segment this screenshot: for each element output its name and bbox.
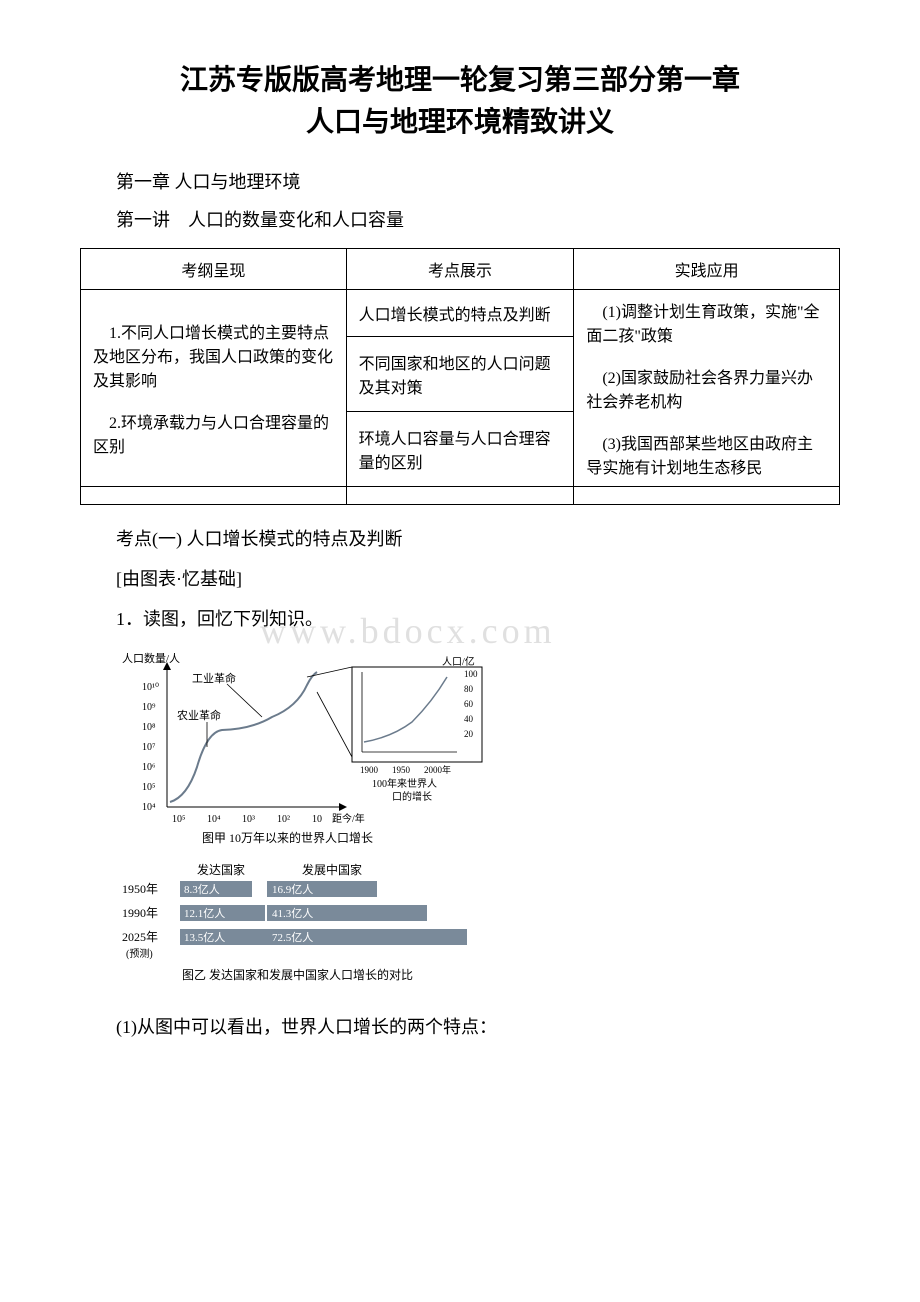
inset-y-tick: 100 bbox=[464, 669, 478, 679]
header-developing: 发展中国家 bbox=[302, 862, 362, 877]
chart-yi-svg: 发达国家 发展中国家 1950年 8.3亿人 16.9亿人 1990年 12.1… bbox=[112, 859, 532, 999]
year-label: 1990年 bbox=[122, 906, 158, 920]
year-label: 1950年 bbox=[122, 882, 158, 896]
title-line-1: 江苏专版版高考地理一轮复习第三部分第一章 bbox=[180, 65, 740, 96]
annotation-industrial: 工业革命 bbox=[192, 671, 236, 685]
y-tick: 10⁷ bbox=[142, 742, 156, 753]
paragraph-1: (1)从图中可以看出，世界人口增长的两个特点： bbox=[80, 1013, 840, 1039]
header-col-1: 考纲呈现 bbox=[81, 249, 347, 290]
y-tick: 10¹⁰ bbox=[142, 682, 159, 693]
bar-label: 16.9亿人 bbox=[272, 883, 313, 896]
x-axis-label: 距今/年 bbox=[332, 812, 365, 825]
application-cell: (1)调整计划生育政策，实施"全面二孩"政策 (2)国家鼓励社会各界力量兴办社会… bbox=[574, 290, 840, 487]
inset-chart bbox=[352, 667, 482, 762]
x-tick: 10³ bbox=[242, 814, 255, 825]
y-tick: 10⁶ bbox=[142, 762, 156, 773]
inset-y-label: 人口/亿 bbox=[442, 655, 475, 668]
question-prompt: 1．读图，回忆下列知识。 bbox=[80, 605, 840, 631]
inset-curve bbox=[364, 677, 447, 742]
x-tick: 10 bbox=[312, 814, 322, 825]
bar-label: 41.3亿人 bbox=[272, 907, 313, 920]
figure-yi-caption: 图乙 发达国家和发展中国家人口增长的对比 bbox=[182, 967, 413, 982]
y-tick: 10⁸ bbox=[142, 722, 156, 733]
outline-table: 考纲呈现 考点展示 实践应用 1.不同人口增长模式的主要特点及地区分布，我国人口… bbox=[80, 248, 840, 505]
bar-label: 72.5亿人 bbox=[272, 931, 313, 944]
title-line-2: 人口与地理环境精致讲义 bbox=[306, 107, 614, 138]
bar-label: 8.3亿人 bbox=[184, 883, 220, 896]
inset-caption-2: 口的增长 bbox=[392, 790, 432, 803]
syllabus-cell: 1.不同人口增长模式的主要特点及地区分布，我国人口政策的变化及其影响 2.环境承… bbox=[81, 290, 347, 487]
inset-caption-1: 100年来世界人 bbox=[372, 777, 437, 790]
forecast-note: (预测) bbox=[126, 947, 153, 960]
table-header-row: 考纲呈现 考点展示 实践应用 bbox=[81, 249, 840, 290]
topic-cell-3: 环境人口容量与人口合理容量的区别 bbox=[346, 412, 574, 487]
y-tick: 10⁹ bbox=[142, 702, 156, 713]
x-tick: 10⁴ bbox=[207, 814, 221, 825]
topic-cell-2: 不同国家和地区的人口问题及其对策 bbox=[346, 337, 574, 412]
topic-cell-1: 人口增长模式的特点及判断 bbox=[346, 290, 574, 337]
chapter-heading: 第一章 人口与地理环境 bbox=[80, 168, 840, 194]
header-col-2: 考点展示 bbox=[346, 249, 574, 290]
annotation-agricultural: 农业革命 bbox=[177, 708, 221, 722]
x-tick: 10² bbox=[277, 814, 290, 825]
growth-curve bbox=[170, 672, 317, 802]
inset-y-tick: 40 bbox=[464, 714, 474, 724]
inset-x-tick: 1900 bbox=[360, 765, 379, 775]
inset-y-tick: 60 bbox=[464, 699, 474, 709]
y-axis-label: 人口数量/人 bbox=[122, 652, 180, 665]
section-heading: 第一讲 人口的数量变化和人口容量 bbox=[80, 206, 840, 232]
chart-jia-svg: 人口数量/人 10⁴ 10⁵ 10⁶ 10⁷ 10⁸ 10⁹ 10¹⁰ 10⁵ … bbox=[112, 647, 512, 847]
header-col-3: 实践应用 bbox=[574, 249, 840, 290]
sub-section-heading: [由图表·忆基础] bbox=[80, 565, 840, 591]
exam-point-heading: 考点(一) 人口增长模式的特点及判断 bbox=[80, 525, 840, 551]
table-row-spacer bbox=[81, 487, 840, 505]
y-tick: 10⁵ bbox=[142, 782, 156, 793]
inset-y-tick: 20 bbox=[464, 729, 474, 739]
figure-yi: 发达国家 发展中国家 1950年 8.3亿人 16.9亿人 1990年 12.1… bbox=[112, 859, 840, 999]
page-main-title: 江苏专版版高考地理一轮复习第三部分第一章 人口与地理环境精致讲义 bbox=[80, 60, 840, 144]
inset-x-tick: 1950 bbox=[392, 765, 411, 775]
x-tick: 10⁵ bbox=[172, 814, 186, 825]
header-developed: 发达国家 bbox=[197, 862, 245, 877]
figure-jia-caption: 图甲 10万年以来的世界人口增长 bbox=[202, 830, 373, 845]
inset-x-tick: 2000年 bbox=[424, 764, 451, 775]
y-tick: 10⁴ bbox=[142, 802, 156, 813]
year-label: 2025年 bbox=[122, 930, 158, 944]
bar-label: 12.1亿人 bbox=[184, 907, 225, 920]
inset-y-tick: 80 bbox=[464, 684, 474, 694]
table-row: 1.不同人口增长模式的主要特点及地区分布，我国人口政策的变化及其影响 2.环境承… bbox=[81, 290, 840, 337]
figure-jia: 人口数量/人 10⁴ 10⁵ 10⁶ 10⁷ 10⁸ 10⁹ 10¹⁰ 10⁵ … bbox=[112, 647, 840, 847]
bar-label: 13.5亿人 bbox=[184, 931, 225, 944]
